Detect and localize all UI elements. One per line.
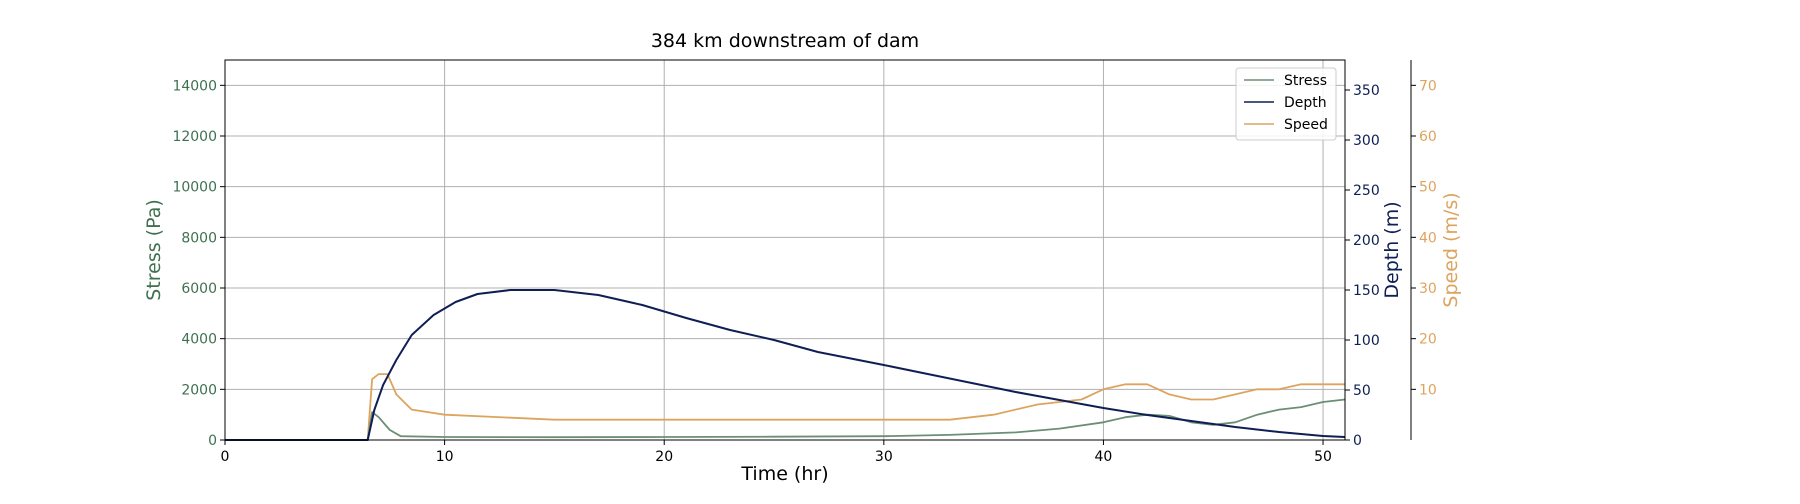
depth-tick-label-3: 150 — [1353, 283, 1380, 299]
depth-tick-label-1: 50 — [1353, 383, 1371, 399]
depth-tick-label-2: 100 — [1353, 333, 1380, 349]
plot-frame — [224, 59, 1346, 441]
speed-tick-label-0: 10 — [1419, 382, 1437, 398]
speed-tick-label-5: 60 — [1419, 129, 1437, 145]
stress-tick-label-3: 6000 — [181, 281, 217, 297]
stress-tick-label-5: 10000 — [172, 180, 217, 196]
depth-tick-label-7: 350 — [1353, 83, 1380, 99]
depth-tick-label-5: 250 — [1353, 183, 1380, 199]
x-axis: 0 10 20 30 40 50 — [221, 440, 1332, 465]
speed-tick-label-2: 30 — [1419, 281, 1437, 297]
series-line-depth — [225, 289, 1346, 441]
legend-label-stress: Stress — [1284, 73, 1327, 89]
x-tick-label-0: 0 — [221, 449, 230, 465]
speed-axis-label: Speed (m/s) — [1440, 192, 1462, 307]
speed-tick-label-3: 40 — [1419, 230, 1437, 246]
speed-axis: 10 20 30 40 50 60 70 — [1411, 78, 1437, 398]
series-line-stress — [225, 398, 1346, 441]
series-layer — [225, 289, 1346, 441]
legend-label-depth: Depth — [1284, 95, 1327, 111]
depth-tick-label-4: 200 — [1353, 233, 1380, 249]
stress-tick-label-7: 14000 — [172, 78, 217, 94]
stress-tick-label-1: 2000 — [181, 382, 217, 398]
series-line-speed — [225, 373, 1345, 441]
grid-lines — [224, 60, 1345, 441]
chart-title: 384 km downstream of dam — [651, 30, 919, 52]
stress-tick-label-4: 8000 — [181, 230, 217, 246]
stress-tick-label-6: 12000 — [172, 129, 217, 145]
stress-axis-label: Stress (Pa) — [143, 199, 165, 301]
stress-tick-label-0: 0 — [208, 433, 217, 449]
depth-tick-label-6: 300 — [1353, 133, 1380, 149]
speed-tick-label-4: 50 — [1419, 180, 1437, 196]
stress-tick-label-2: 4000 — [181, 332, 217, 348]
x-tick-label-1: 10 — [436, 449, 454, 465]
legend: Stress Depth Speed — [1235, 67, 1337, 141]
legend-label-speed: Speed — [1284, 117, 1328, 133]
depth-tick-label-0: 0 — [1353, 433, 1362, 449]
speed-tick-label-6: 70 — [1419, 78, 1437, 94]
depth-axis: 0 50 100 150 200 250 300 350 — [1345, 83, 1380, 449]
stress-axis: 0 2000 4000 6000 8000 10000 12000 14000 — [172, 78, 225, 449]
speed-tick-label-1: 20 — [1419, 332, 1437, 348]
x-tick-label-4: 40 — [1095, 449, 1113, 465]
x-axis-label: Time (hr) — [740, 463, 828, 485]
x-tick-label-2: 20 — [655, 449, 673, 465]
legend-box — [1235, 67, 1337, 141]
x-tick-label-5: 50 — [1314, 449, 1332, 465]
x-tick-label-3: 30 — [875, 449, 893, 465]
depth-axis-label: Depth (m) — [1381, 201, 1403, 298]
